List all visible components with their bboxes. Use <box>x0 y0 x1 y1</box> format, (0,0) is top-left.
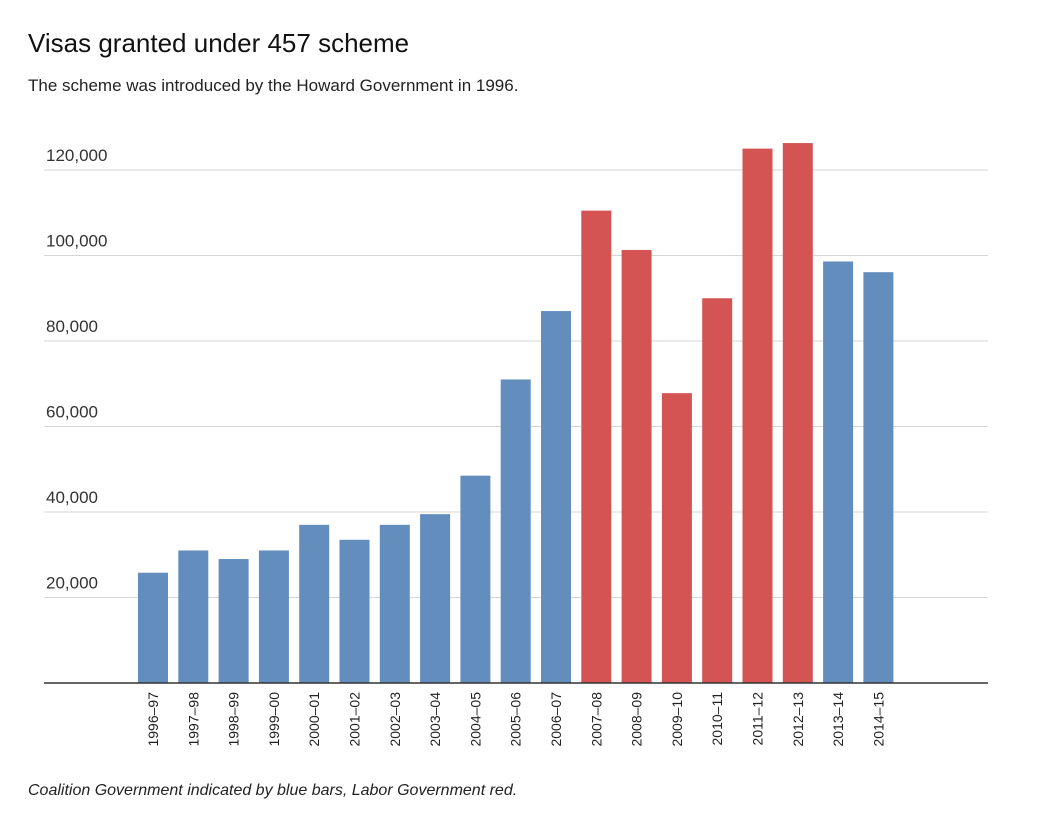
bar <box>218 559 249 683</box>
bar <box>460 475 491 683</box>
y-axis-labels: 20,000 40,000 60,000 80,000 100,000 120,000 <box>46 146 107 593</box>
bar <box>823 261 854 683</box>
x-tick-label: 2013–14 <box>830 692 846 747</box>
y-tick-label: 120,000 <box>46 146 107 165</box>
bar <box>541 311 571 683</box>
x-tick-label: 2000–01 <box>306 692 322 747</box>
y-tick-label: 80,000 <box>46 317 98 336</box>
bar <box>339 539 370 683</box>
x-tick-label: 2010–11 <box>709 692 725 746</box>
y-tick-label: 40,000 <box>46 488 98 507</box>
x-tick-label: 1996–97 <box>145 692 161 747</box>
x-tick-label: 2009–10 <box>669 692 685 747</box>
chart-footnote: Coalition Government indicated by blue b… <box>28 782 518 799</box>
bar <box>178 550 209 683</box>
x-tick-label: 1998–99 <box>226 692 242 747</box>
bar <box>702 298 733 683</box>
x-tick-label: 2014–15 <box>870 692 886 747</box>
x-tick-label: 2003–04 <box>427 692 443 747</box>
bar <box>742 148 773 683</box>
bar <box>379 524 410 683</box>
bar <box>621 249 652 683</box>
y-tick-label: 20,000 <box>46 574 98 593</box>
y-tick-label: 100,000 <box>46 232 107 251</box>
bar <box>782 143 813 683</box>
x-tick-label: 2005–06 <box>508 692 524 747</box>
bar <box>138 572 168 683</box>
bar <box>420 514 451 683</box>
bar <box>863 272 894 683</box>
bar <box>258 550 289 683</box>
x-tick-label: 2006–07 <box>548 692 564 747</box>
x-tick-label: 2001–02 <box>347 692 363 747</box>
y-tick-label: 60,000 <box>46 403 98 422</box>
x-tick-label: 2002–03 <box>387 692 403 747</box>
x-tick-label: 1997–98 <box>185 692 201 747</box>
x-tick-label: 2007–08 <box>588 692 604 747</box>
bar <box>299 524 330 683</box>
bar <box>581 210 612 684</box>
bar <box>500 379 531 683</box>
chart-subtitle: The scheme was introduced by the Howard … <box>28 76 519 95</box>
x-tick-label: 2012–13 <box>790 692 806 747</box>
chart-title: Visas granted under 457 scheme <box>28 28 410 58</box>
bars <box>138 143 894 684</box>
x-tick-label: 1999–00 <box>266 692 282 747</box>
bar <box>661 393 692 683</box>
x-tick-label: 2008–09 <box>629 692 645 747</box>
x-tick-label: 2004–05 <box>467 692 483 747</box>
x-axis-labels: 1996–97 1997–98 1998–99 1999–00 2000–01 2001–… <box>145 692 886 747</box>
x-tick-label: 2011–12 <box>750 692 766 746</box>
